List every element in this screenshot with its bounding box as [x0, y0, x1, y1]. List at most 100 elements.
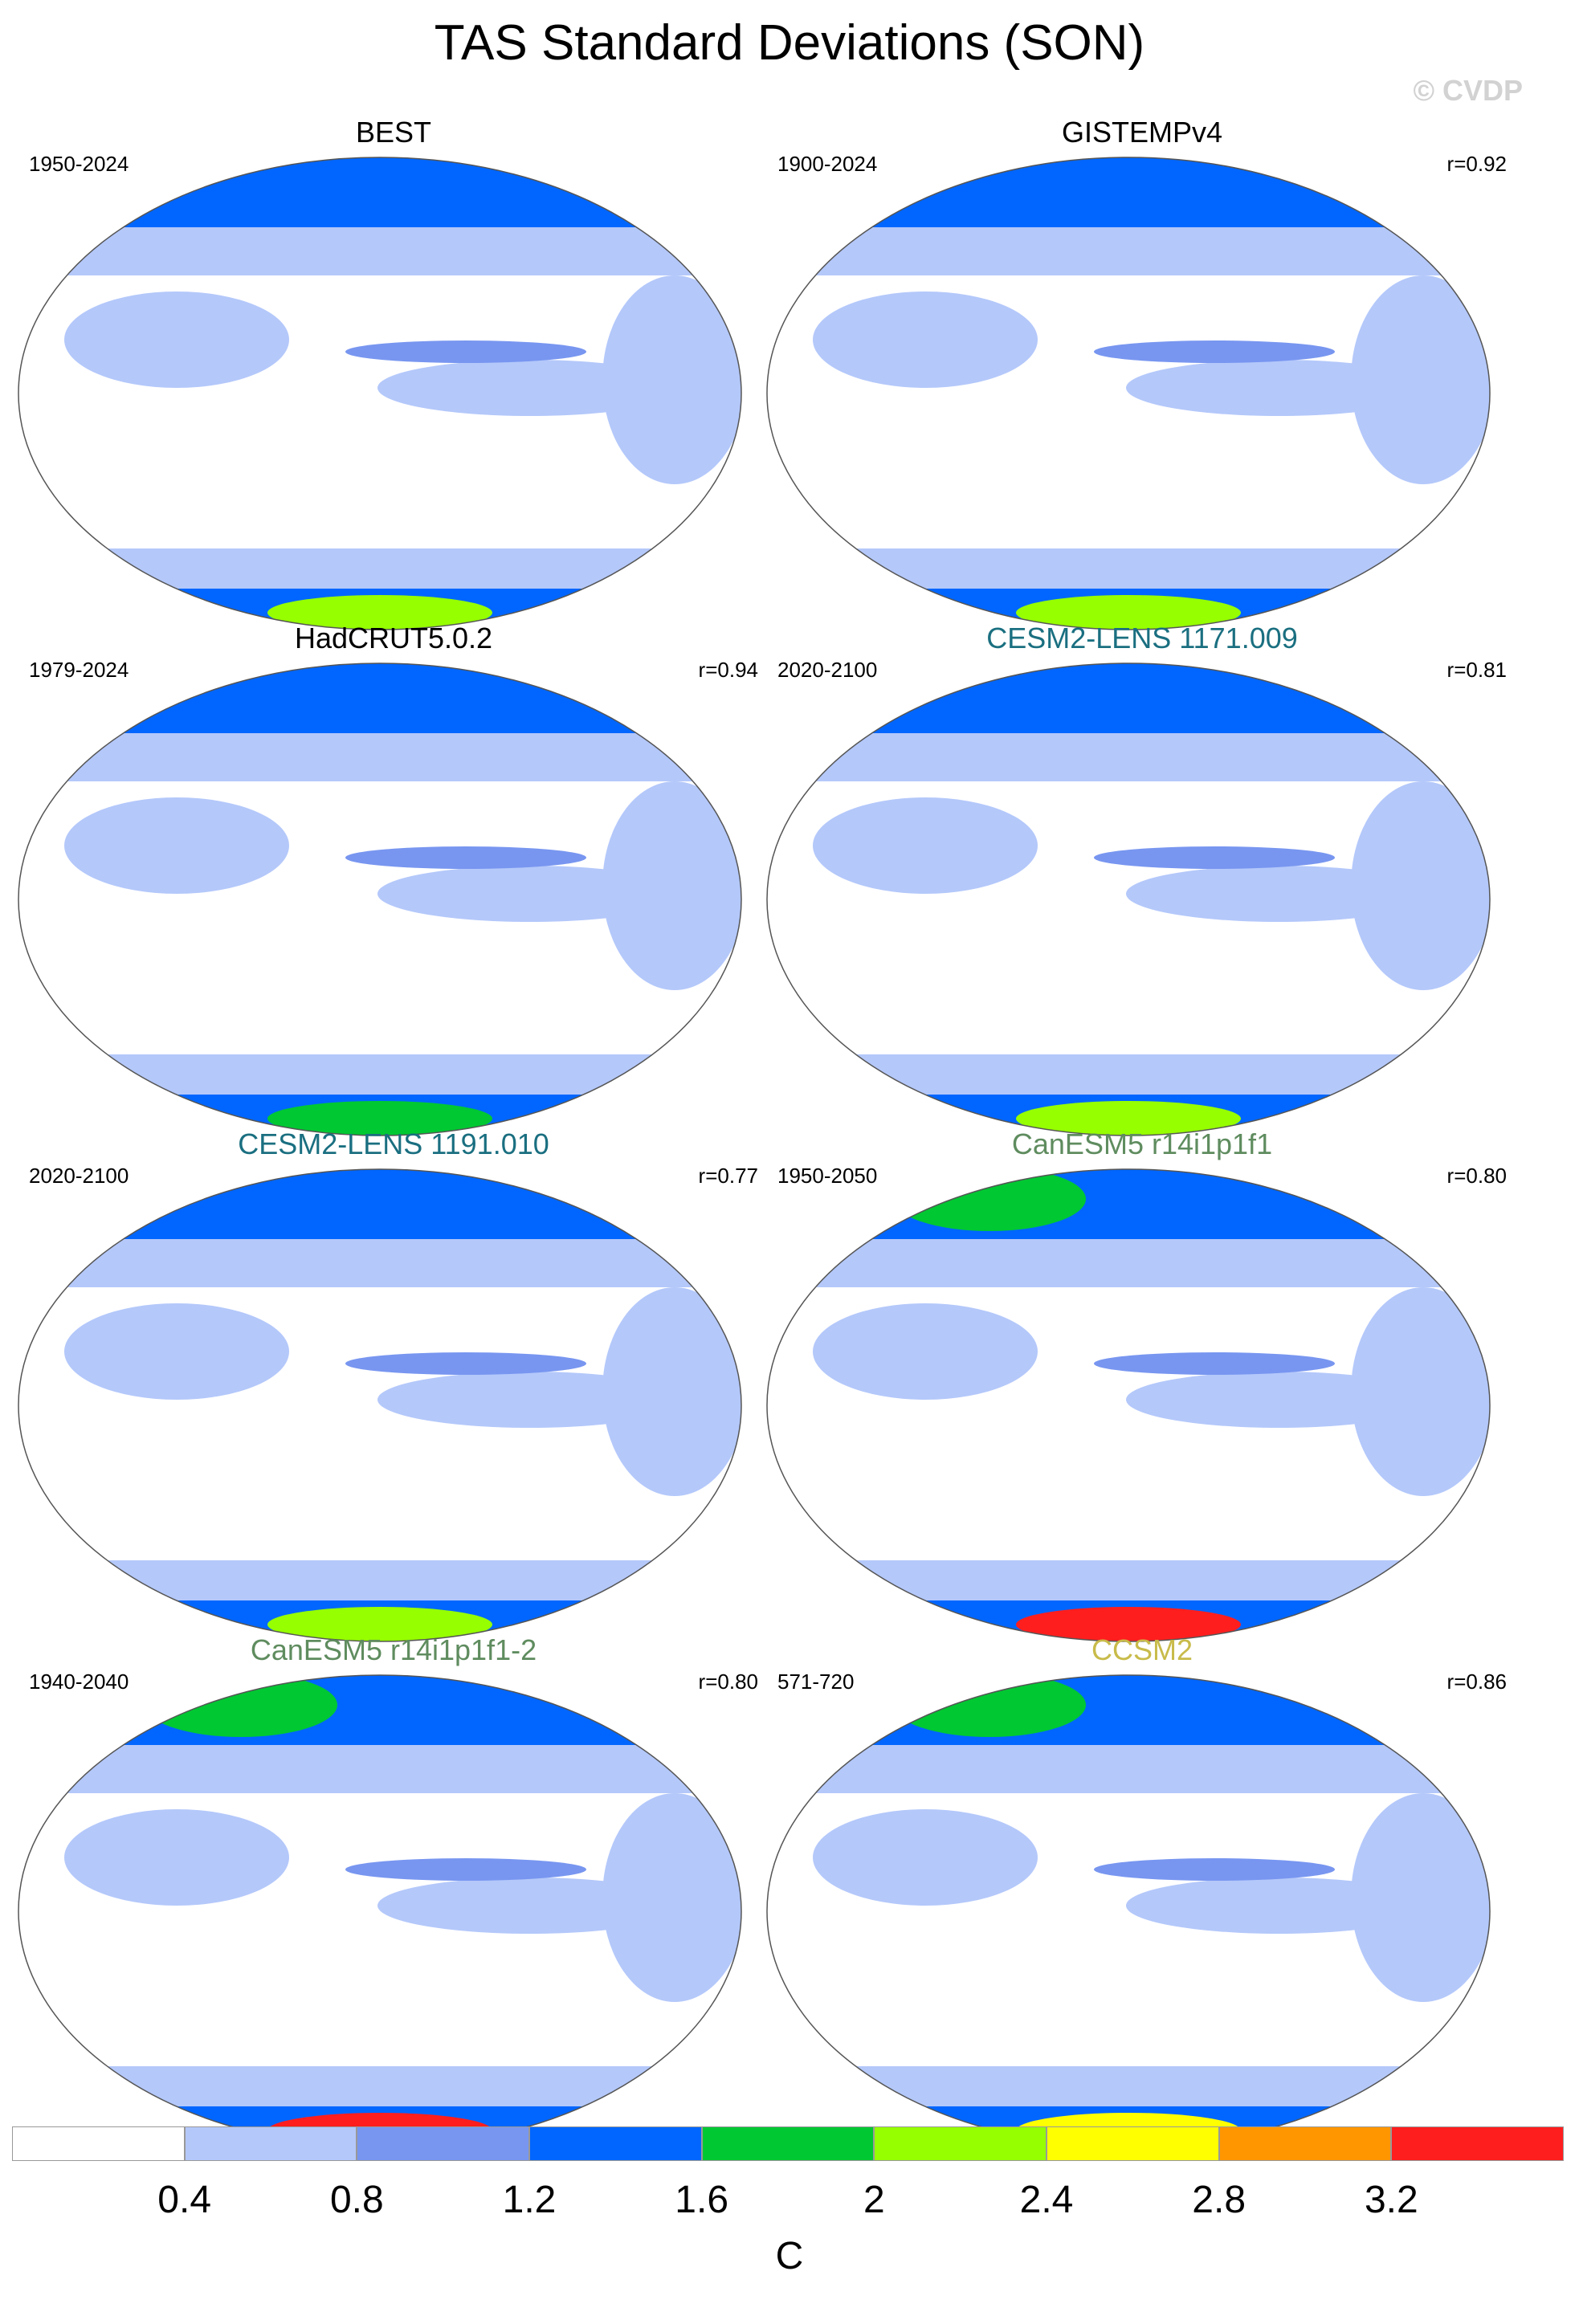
- enso-tongue: [345, 340, 586, 363]
- map-panel: CESM2-LENS 1191.010 2020-2100 r=0.77: [16, 1128, 771, 1642]
- panel-title: BEST: [355, 116, 432, 149]
- colorbar-level-label: 1.6: [675, 2179, 729, 2221]
- arctic-region: [767, 157, 1490, 227]
- indian-ocean-anomaly: [813, 292, 1038, 388]
- map-panel: HadCRUT5.0.2 1979-2024 r=0.94: [16, 622, 771, 1136]
- colorbar-level-label: 0.4: [157, 2179, 212, 2221]
- antarctic-anomaly: [1016, 1607, 1241, 1641]
- watermark: © CVDP: [1413, 74, 1523, 107]
- enso-tongue: [1094, 1858, 1335, 1881]
- colorbar-level-label: 3.2: [1364, 2179, 1418, 2221]
- siberia-anomaly: [145, 1169, 337, 1231]
- north-america-anomaly: [426, 669, 570, 733]
- siberia-anomaly: [145, 1675, 337, 1737]
- panel-period: 1900-2024: [777, 152, 878, 176]
- map-panel: CanESM5 r14i1p1f1 1950-2050 r=0.80: [765, 1128, 1520, 1642]
- colorbar-box: [1047, 2126, 1219, 2161]
- robinson-map: [18, 1168, 742, 1642]
- colorbar-level-label: 1.2: [502, 2179, 557, 2221]
- panel-correlation: r=0.81: [1446, 658, 1507, 682]
- colorbar-level-label: 2.8: [1192, 2179, 1246, 2221]
- north-america-anomaly: [1174, 163, 1319, 227]
- arctic-region: [18, 157, 741, 227]
- panel-title: HadCRUT5.0.2: [294, 622, 493, 654]
- robinson-map: [766, 1168, 1491, 1642]
- arctic-region: [18, 663, 741, 733]
- colorbar: [12, 2126, 1564, 2163]
- siberia-anomaly: [145, 157, 337, 219]
- robinson-map: [18, 1674, 742, 2148]
- colorbar-level-label: 0.8: [329, 2179, 384, 2221]
- map-outline: [766, 157, 1491, 630]
- siberia-anomaly: [893, 1675, 1086, 1737]
- map-outline: [18, 157, 742, 630]
- north-america-anomaly: [1174, 669, 1319, 733]
- enso-tongue: [1094, 1352, 1335, 1375]
- enso-tongue: [345, 1858, 586, 1881]
- map-panel: CCSM2 571-720 r=0.86: [765, 1634, 1520, 2148]
- colorbar-box: [12, 2126, 185, 2161]
- colorbar-box: [1391, 2126, 1564, 2161]
- panel-title: CanESM5 r14i1p1f1: [1011, 1127, 1273, 1160]
- robinson-map: [18, 157, 742, 630]
- north-america-anomaly: [426, 1175, 570, 1239]
- indian-ocean-anomaly: [64, 292, 289, 388]
- antarctic-anomaly: [1016, 1101, 1241, 1135]
- indian-ocean-anomaly: [813, 1809, 1038, 1906]
- panel-title: CESM2-LENS 1191.010: [238, 1127, 549, 1160]
- indian-ocean-anomaly: [813, 797, 1038, 894]
- arctic-region: [767, 663, 1490, 733]
- antarctic-anomaly: [267, 595, 492, 630]
- north-america-anomaly: [426, 1681, 570, 1745]
- enso-tongue: [345, 846, 586, 869]
- colorbar-box: [701, 2126, 875, 2161]
- indian-ocean-anomaly: [64, 797, 289, 894]
- panel-period: 1940-2040: [29, 1670, 129, 1694]
- colorbar-box: [1218, 2126, 1392, 2161]
- south-america-anomaly: [602, 1793, 741, 2002]
- siberia-anomaly: [893, 157, 1086, 219]
- map-outline: [18, 663, 742, 1136]
- south-america-anomaly: [1351, 1793, 1490, 2002]
- robinson-map: [766, 1674, 1491, 2148]
- south-america-anomaly: [1351, 781, 1490, 990]
- colorbar-units: C: [775, 2235, 804, 2277]
- north-america-anomaly: [1174, 1681, 1319, 1745]
- indian-ocean-anomaly: [64, 1303, 289, 1400]
- map-outline: [766, 1168, 1491, 1642]
- enso-tongue: [345, 1352, 586, 1375]
- main-title: TAS Standard Deviations (SON): [434, 15, 1145, 71]
- north-america-anomaly: [1174, 1175, 1319, 1239]
- panel-title: CanESM5 r14i1p1f1-2: [250, 1633, 537, 1666]
- panel-period: 1950-2050: [777, 1164, 878, 1188]
- panel-correlation: r=0.80: [698, 1670, 758, 1694]
- panel-period: 1950-2024: [29, 152, 129, 176]
- map-panel: CanESM5 r14i1p1f1-2 1940-2040 r=0.80: [16, 1634, 771, 2148]
- robinson-map: [766, 157, 1491, 630]
- map-panel: CESM2-LENS 1171.009 2020-2100 r=0.81: [765, 622, 1520, 1136]
- arctic-region: [18, 1675, 741, 1745]
- enso-tongue: [1094, 846, 1335, 869]
- panel-period: 1979-2024: [29, 658, 129, 682]
- robinson-map: [18, 663, 742, 1136]
- siberia-anomaly: [893, 1169, 1086, 1231]
- south-america-anomaly: [1351, 1287, 1490, 1496]
- panel-correlation: r=0.80: [1446, 1164, 1507, 1188]
- map-panel: GISTEMPv4 1900-2024 r=0.92: [765, 116, 1520, 630]
- enso-tongue: [1094, 340, 1335, 363]
- map-panel: BEST 1950-2024: [16, 116, 771, 630]
- siberia-anomaly: [145, 663, 337, 725]
- antarctic-anomaly: [267, 1607, 492, 1641]
- panel-title: CESM2-LENS 1171.009: [986, 622, 1298, 654]
- north-america-anomaly: [426, 163, 570, 227]
- south-america-anomaly: [602, 275, 741, 484]
- robinson-map: [766, 663, 1491, 1136]
- map-outline: [766, 663, 1491, 1136]
- south-america-anomaly: [1351, 275, 1490, 484]
- panel-correlation: r=0.77: [698, 1164, 758, 1188]
- colorbar-box: [529, 2126, 702, 2161]
- colorbar-level-label: 2.4: [1019, 2179, 1074, 2221]
- arctic-region: [767, 1169, 1490, 1239]
- indian-ocean-anomaly: [813, 1303, 1038, 1400]
- south-america-anomaly: [602, 781, 741, 990]
